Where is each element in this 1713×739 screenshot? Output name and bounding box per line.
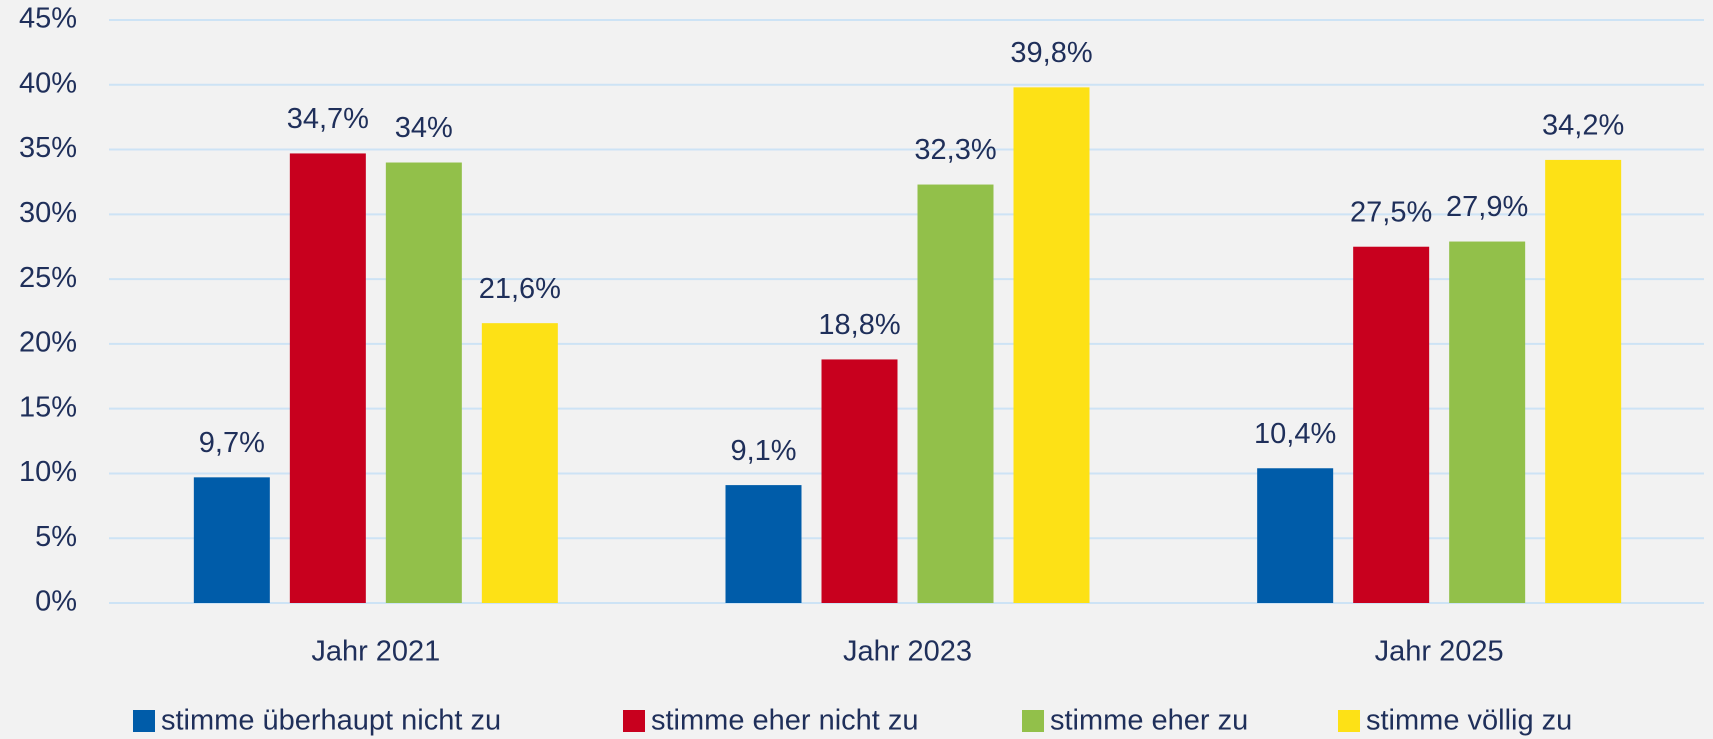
legend-swatch (133, 710, 155, 732)
data-label: 9,7% (199, 427, 265, 459)
bar (1013, 87, 1090, 603)
data-label: 39,8% (1010, 37, 1092, 69)
data-label: 34,7% (287, 103, 369, 135)
bar (1545, 159, 1622, 604)
y-tick-label: 25% (19, 262, 77, 294)
bar (1257, 468, 1334, 603)
bar (289, 153, 366, 604)
data-label: 32,3% (914, 134, 996, 166)
data-label: 27,9% (1446, 191, 1528, 223)
x-tick-label: Jahr 2023 (843, 636, 972, 668)
data-label: 27,5% (1350, 196, 1432, 228)
y-tick-label: 40% (19, 67, 77, 99)
bar (1449, 241, 1526, 604)
bar (1353, 246, 1430, 603)
data-label: 34,2% (1542, 110, 1624, 142)
legend-swatch (623, 710, 645, 732)
bar (481, 323, 558, 603)
data-label: 18,8% (818, 309, 900, 341)
y-tick-label: 15% (19, 391, 77, 423)
y-tick-label: 0% (35, 586, 77, 618)
legend-label: stimme völlig zu (1366, 705, 1572, 737)
data-label: 9,1% (730, 435, 796, 467)
y-tick-label: 5% (35, 521, 77, 553)
x-tick-label: Jahr 2025 (1375, 636, 1504, 668)
bar (917, 184, 994, 603)
bar (193, 477, 270, 603)
data-label: 34% (395, 112, 453, 144)
bar (725, 485, 802, 603)
bar (821, 359, 898, 603)
legend-label: stimme eher nicht zu (651, 705, 919, 737)
y-tick-label: 30% (19, 197, 77, 229)
legend-label: stimme eher zu (1050, 705, 1248, 737)
legend-swatch (1022, 710, 1044, 732)
x-tick-label: Jahr 2021 (311, 636, 440, 668)
y-tick-label: 20% (19, 327, 77, 359)
legend-label: stimme überhaupt nicht zu (161, 705, 501, 737)
y-tick-label: 45% (19, 3, 77, 35)
data-label: 10,4% (1254, 418, 1336, 450)
y-tick-label: 10% (19, 456, 77, 488)
y-tick-label: 35% (19, 132, 77, 164)
data-label: 21,6% (479, 273, 561, 305)
bar (385, 162, 462, 603)
legend-swatch (1338, 710, 1360, 732)
